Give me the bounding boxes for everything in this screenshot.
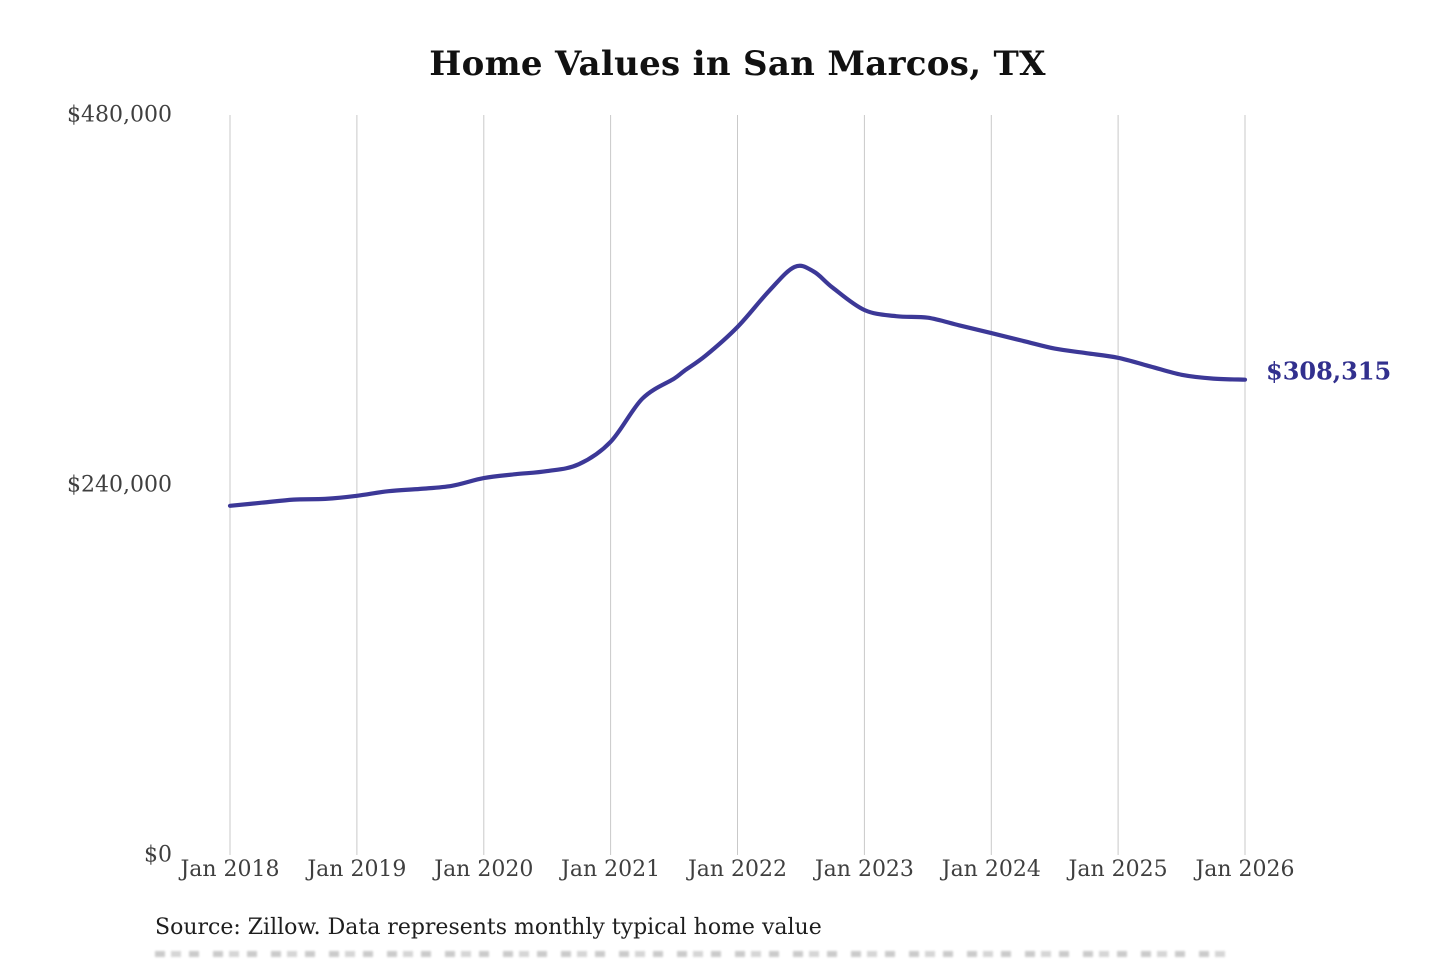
y-tick-label: $240,000	[67, 472, 172, 498]
x-tick-label: Jan 2023	[814, 857, 914, 882]
chart-title: Home Values in San Marcos, TX	[429, 44, 1046, 84]
current-value-label: $308,315	[1266, 356, 1392, 386]
x-tick-label: Jan 2024	[941, 857, 1041, 882]
home-value-line	[227, 263, 1248, 508]
x-tick-label: Jan 2025	[1068, 857, 1168, 882]
x-tick-label: Jan 2020	[434, 857, 534, 882]
x-tick-label: Jan 2022	[687, 857, 788, 882]
x-tick-label: Jan 2019	[307, 857, 407, 882]
x-tick-label: Jan 2018	[180, 857, 280, 882]
y-tick-label: $0	[144, 842, 172, 868]
x-tick-label: Jan 2021	[561, 857, 661, 882]
x-tick-label: Jan 2026	[1195, 857, 1295, 882]
source-note: Source: Zillow. Data represents monthly …	[155, 915, 822, 940]
y-tick-label: $480,000	[67, 102, 172, 128]
clipped-text-artifact	[155, 951, 1230, 957]
